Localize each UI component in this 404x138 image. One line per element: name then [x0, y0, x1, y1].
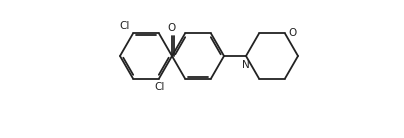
Text: Cl: Cl [120, 22, 130, 31]
Text: O: O [168, 23, 176, 33]
Text: O: O [288, 28, 296, 39]
Text: N: N [242, 59, 250, 70]
Text: Cl: Cl [155, 82, 165, 91]
